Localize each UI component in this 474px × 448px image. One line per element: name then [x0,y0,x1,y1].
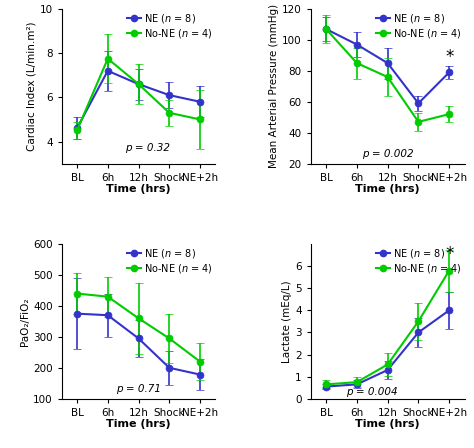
Legend: NE ($\it{n}$ = 8), No-NE ($\it{n}$ = 4): NE ($\it{n}$ = 8), No-NE ($\it{n}$ = 4) [375,11,463,41]
Y-axis label: Cardiac Index (L/min.m²): Cardiac Index (L/min.m²) [27,22,36,151]
Text: p = 0.004: p = 0.004 [346,387,398,397]
Y-axis label: Lactate (mEq/L): Lactate (mEq/L) [283,280,292,363]
Legend: NE ($\it{n}$ = 8), No-NE ($\it{n}$ = 4): NE ($\it{n}$ = 8), No-NE ($\it{n}$ = 4) [375,246,463,276]
Text: *: * [445,245,453,263]
X-axis label: Time (hrs): Time (hrs) [106,419,171,429]
Text: p = 0.002: p = 0.002 [362,149,413,159]
Text: p = 0.32: p = 0.32 [125,143,170,153]
X-axis label: Time (hrs): Time (hrs) [356,419,420,429]
Y-axis label: PaO₂/FiO₂: PaO₂/FiO₂ [20,297,30,346]
X-axis label: Time (hrs): Time (hrs) [106,184,171,194]
Text: *: * [445,48,453,66]
X-axis label: Time (hrs): Time (hrs) [356,184,420,194]
Text: p = 0.71: p = 0.71 [116,384,161,394]
Legend: NE ($\it{n}$ = 8), No-NE ($\it{n}$ = 4): NE ($\it{n}$ = 8), No-NE ($\it{n}$ = 4) [126,11,213,41]
Legend: NE ($\it{n}$ = 8), No-NE ($\it{n}$ = 4): NE ($\it{n}$ = 8), No-NE ($\it{n}$ = 4) [126,246,213,276]
Y-axis label: Mean Arterial Pressure (mmHg): Mean Arterial Pressure (mmHg) [269,4,279,168]
